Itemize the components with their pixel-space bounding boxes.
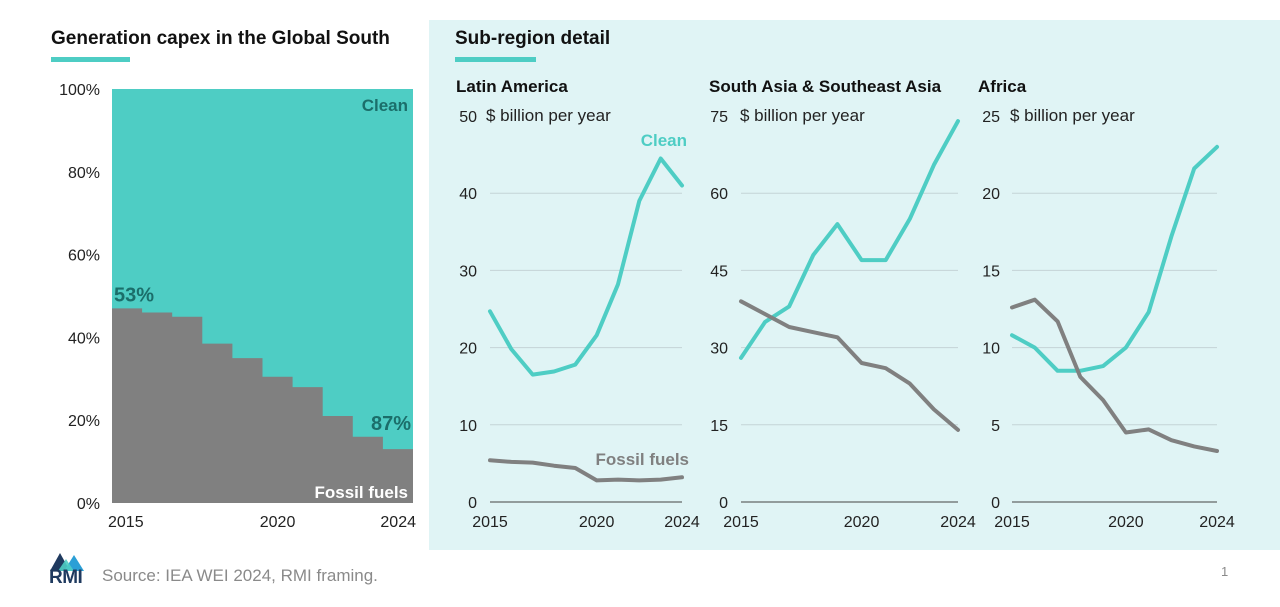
y-tick-label: 20% bbox=[68, 413, 100, 430]
y-tick-label: 30 bbox=[459, 263, 477, 280]
clean-line-1 bbox=[488, 156, 684, 377]
clean-legend-label: Clean bbox=[362, 96, 408, 115]
x-tick-label: 2020 bbox=[844, 514, 880, 531]
y-tick-label: 60 bbox=[710, 186, 728, 203]
y-tick-label: 0 bbox=[468, 495, 477, 512]
left-title: Generation capex in the Global South bbox=[51, 28, 390, 49]
subchart-title: South Asia & Southeast Asia bbox=[709, 77, 942, 96]
subchart-title: Latin America bbox=[456, 77, 568, 96]
left-title-underline bbox=[51, 57, 130, 62]
rmi-logo-text: RMI bbox=[49, 567, 83, 588]
y-tick-label: 60% bbox=[68, 248, 100, 265]
x-tick-label: 2024 bbox=[664, 514, 700, 531]
x-tick-label: 2020 bbox=[579, 514, 615, 531]
y-axis-unit-label: $ billion per year bbox=[740, 106, 865, 125]
y-tick-label: 20 bbox=[982, 186, 1000, 203]
clean-series-label: Clean bbox=[641, 131, 687, 150]
y-tick-label: 40% bbox=[68, 330, 100, 347]
right-title-underline bbox=[455, 57, 536, 62]
y-tick-label: 75 bbox=[710, 109, 728, 126]
y-tick-label: 0 bbox=[719, 495, 728, 512]
fossil-line-2 bbox=[739, 299, 960, 432]
x-tick-label: 2020 bbox=[260, 514, 296, 531]
y-tick-label: 10 bbox=[982, 341, 1000, 358]
y-tick-label: 15 bbox=[710, 418, 728, 435]
y-axis-unit-label: $ billion per year bbox=[1010, 106, 1135, 125]
page-number: 1 bbox=[1221, 564, 1229, 579]
y-tick-label: 30 bbox=[710, 341, 728, 358]
x-tick-label: 2024 bbox=[940, 514, 976, 531]
annotation-2015-share: 53% bbox=[114, 284, 154, 306]
annotation-2024-share: 87% bbox=[371, 413, 411, 435]
sub-region-panel bbox=[429, 20, 1280, 550]
y-tick-label: 10 bbox=[459, 418, 477, 435]
y-tick-label: 45 bbox=[710, 263, 728, 280]
x-tick-label: 2015 bbox=[994, 514, 1030, 531]
clean-line-2 bbox=[739, 119, 960, 360]
clean-line-3 bbox=[1010, 144, 1219, 373]
y-tick-label: 40 bbox=[459, 186, 477, 203]
y-tick-label: 25 bbox=[982, 109, 1000, 126]
right-title: Sub-region detail bbox=[455, 28, 611, 49]
y-tick-label: 15 bbox=[982, 263, 1000, 280]
fossil-legend-label: Fossil fuels bbox=[314, 483, 408, 502]
y-tick-label: 80% bbox=[68, 165, 100, 182]
y-tick-label: 0% bbox=[77, 496, 100, 513]
fossil-share-area bbox=[112, 308, 413, 503]
y-tick-label: 50 bbox=[459, 109, 477, 126]
subchart-title: Africa bbox=[978, 77, 1027, 96]
y-tick-label: 5 bbox=[991, 418, 1000, 435]
x-tick-label: 2024 bbox=[1199, 514, 1235, 531]
y-tick-label: 20 bbox=[459, 341, 477, 358]
y-tick-label: 0 bbox=[991, 495, 1000, 512]
fossil-line-3 bbox=[1010, 297, 1219, 453]
y-tick-label: 100% bbox=[59, 82, 100, 99]
source-note: Source: IEA WEI 2024, RMI framing. bbox=[102, 566, 378, 585]
y-axis-unit-label: $ billion per year bbox=[486, 106, 611, 125]
x-tick-label: 2015 bbox=[108, 514, 144, 531]
rmi-logo-icon bbox=[50, 549, 92, 589]
x-tick-label: 2024 bbox=[380, 514, 416, 531]
x-tick-label: 2015 bbox=[472, 514, 508, 531]
fossil-series-label: Fossil fuels bbox=[595, 450, 689, 469]
x-tick-label: 2015 bbox=[723, 514, 759, 531]
x-tick-label: 2020 bbox=[1108, 514, 1144, 531]
fossil-line-1 bbox=[488, 458, 684, 483]
